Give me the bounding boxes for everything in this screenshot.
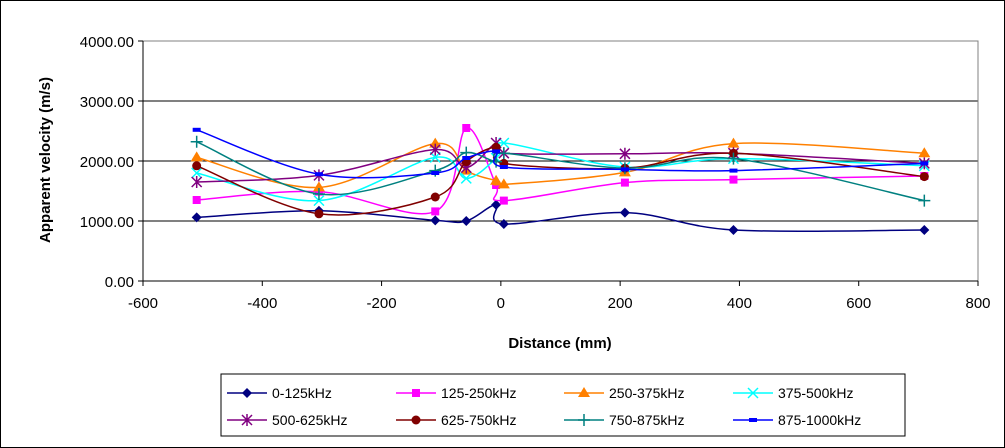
data-point xyxy=(429,137,442,148)
x-axis-title: Distance (mm) xyxy=(508,335,611,352)
data-point xyxy=(728,225,739,235)
legend-label: 375-500kHz xyxy=(778,385,854,401)
legend-marker xyxy=(578,387,590,397)
legend-item: 750-875kHz xyxy=(564,412,685,428)
legend-label: 0-125kHz xyxy=(272,385,332,401)
legend-marker xyxy=(411,415,421,425)
data-point xyxy=(190,151,203,162)
y-tick-label: 3000.00 xyxy=(80,94,134,111)
data-point xyxy=(918,194,931,207)
legend-label: 250-375kHz xyxy=(609,385,685,401)
data-point xyxy=(499,196,508,205)
legend-marker xyxy=(578,414,590,426)
data-point xyxy=(727,137,740,148)
x-tick-label: 600 xyxy=(846,295,871,312)
data-point xyxy=(313,195,325,207)
legend-label: 875-1000kHz xyxy=(778,412,861,428)
legend-item: 0-125kHz xyxy=(227,385,332,401)
axis-layer: 0.00 1000.00 2000.00 3000.00 4000.00 -600 -400… xyxy=(80,34,991,312)
legend-item: 500-625kHz xyxy=(227,412,348,428)
series-875-1000kHz xyxy=(192,127,929,179)
legend-marker xyxy=(749,418,757,422)
legend-label: 125-250kHz xyxy=(441,385,517,401)
data-point xyxy=(192,161,202,171)
data-point xyxy=(314,209,324,219)
data-point xyxy=(431,171,440,175)
data-point xyxy=(619,207,630,218)
x-tick-label: -200 xyxy=(367,295,397,312)
data-point xyxy=(729,175,738,184)
data-point xyxy=(429,143,441,156)
data-point xyxy=(462,156,471,160)
data-point xyxy=(729,168,738,173)
data-point xyxy=(312,188,325,200)
legend-box xyxy=(220,373,906,437)
y-tick-label: 4000.00 xyxy=(80,34,134,51)
x-tick-label: 800 xyxy=(965,295,990,312)
legend-item: 375-500kHz xyxy=(733,385,854,401)
data-point xyxy=(429,151,441,163)
data-point xyxy=(191,167,203,179)
data-point xyxy=(191,176,203,188)
x-tick-label: 0 xyxy=(497,295,505,312)
data-point xyxy=(918,147,931,158)
data-point xyxy=(497,178,510,189)
legend-label: 500-625kHz xyxy=(272,412,348,428)
data-point xyxy=(620,167,629,172)
legend-item: 625-750kHz xyxy=(396,412,517,428)
data-point xyxy=(490,174,503,185)
legend-marker xyxy=(241,414,253,426)
data-point xyxy=(499,165,508,169)
data-point xyxy=(192,196,201,204)
data-point xyxy=(190,135,203,148)
data-point xyxy=(430,192,440,202)
legend-marker xyxy=(747,387,759,399)
legend-item: 875-1000kHz xyxy=(733,412,861,428)
legend-item: 250-375kHz xyxy=(564,385,685,401)
series-250-375kHz xyxy=(190,137,931,192)
data-point xyxy=(919,225,930,235)
x-tick-label: 400 xyxy=(727,295,752,312)
data-point xyxy=(727,152,740,165)
data-point xyxy=(919,172,929,182)
y-tick-label: 0.00 xyxy=(105,274,134,291)
x-tick-label: -600 xyxy=(128,295,158,312)
data-point xyxy=(314,172,323,177)
legend-marker xyxy=(412,389,420,397)
data-point xyxy=(312,181,325,192)
legend: 0-125kHz 125-250kHz 250-375kHz 375-500kHz 50… xyxy=(220,373,906,437)
legend-item: 125-250kHz xyxy=(396,385,517,401)
data-point xyxy=(461,216,472,226)
data-point xyxy=(191,212,202,223)
x-tick-label: -400 xyxy=(247,295,277,312)
y-tick-label: 1000.00 xyxy=(80,214,134,231)
x-tick-label: 200 xyxy=(608,295,633,312)
data-point xyxy=(492,149,501,154)
legend-label: 625-750kHz xyxy=(441,412,517,428)
data-point xyxy=(430,215,441,226)
legend-marker xyxy=(242,388,252,398)
data-point xyxy=(460,172,472,184)
data-point xyxy=(920,161,929,166)
data-point xyxy=(498,137,510,149)
data-point xyxy=(431,207,440,216)
data-point xyxy=(619,147,631,160)
y-axis-title: Apparent velocity (m/s) xyxy=(37,77,54,243)
legend-label: 750-875kHz xyxy=(609,412,685,428)
data-point xyxy=(192,127,201,132)
data-point xyxy=(620,178,629,187)
y-tick-label: 2000.00 xyxy=(80,154,134,171)
data-point xyxy=(498,219,509,229)
data-point xyxy=(491,199,502,210)
data-point xyxy=(462,124,471,132)
series-layer xyxy=(190,124,931,235)
